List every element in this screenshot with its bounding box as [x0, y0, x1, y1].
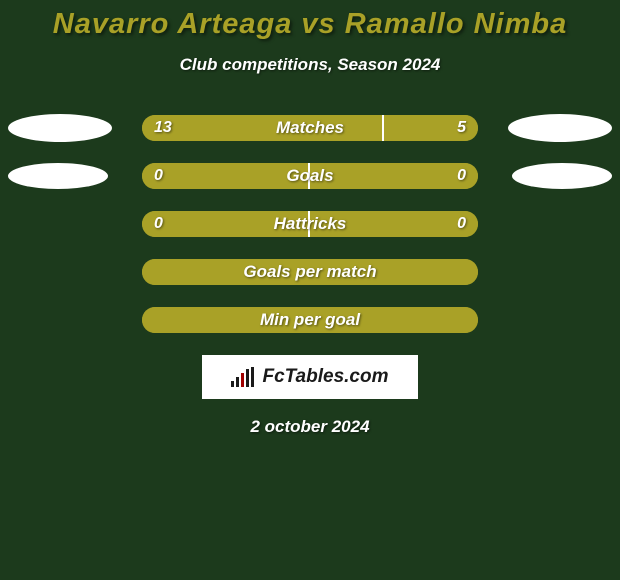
generation-date: 2 october 2024 [0, 417, 620, 437]
stat-bar: Min per goal [142, 307, 478, 333]
stat-value-right: 5 [457, 119, 466, 137]
stat-bar: Goals 0 0 [142, 163, 478, 189]
stat-label: Matches [276, 118, 344, 138]
stat-value-left: 0 [154, 215, 163, 233]
stats-area: Matches 13 5 Goals 0 0 Hattricks 0 0 Goals per ma… [0, 115, 620, 333]
subtitle: Club competitions, Season 2024 [0, 55, 620, 75]
page-title: Navarro Arteaga vs Ramallo Nimba [0, 0, 620, 41]
stat-value-left: 13 [154, 119, 172, 137]
player2-ellipse [512, 163, 612, 189]
stat-row: Hattricks 0 0 [0, 211, 620, 237]
player1-ellipse [8, 114, 112, 142]
stat-bar: Goals per match [142, 259, 478, 285]
player2-ellipse [508, 114, 612, 142]
stat-value-left: 0 [154, 167, 163, 185]
bar-right-segment [310, 163, 478, 189]
bar-left-segment [142, 163, 310, 189]
logo-text: FcTables.com [262, 366, 388, 388]
stat-bar: Hattricks 0 0 [142, 211, 478, 237]
stat-value-right: 0 [457, 215, 466, 233]
stat-label: Goals [286, 166, 333, 186]
stat-row: Goals 0 0 [0, 163, 620, 189]
bar-left-segment [142, 115, 384, 141]
stat-row: Matches 13 5 [0, 115, 620, 141]
stat-value-right: 0 [457, 167, 466, 185]
stat-label: Goals per match [243, 262, 376, 282]
logo-bars-icon [231, 367, 256, 387]
source-logo: FcTables.com [202, 355, 418, 399]
stat-label: Min per goal [260, 310, 360, 330]
stat-label: Hattricks [274, 214, 347, 234]
comparison-infographic: Navarro Arteaga vs Ramallo Nimba Club co… [0, 0, 620, 580]
player1-ellipse [8, 163, 108, 189]
stat-bar: Matches 13 5 [142, 115, 478, 141]
stat-row: Min per goal [0, 307, 620, 333]
stat-row: Goals per match [0, 259, 620, 285]
